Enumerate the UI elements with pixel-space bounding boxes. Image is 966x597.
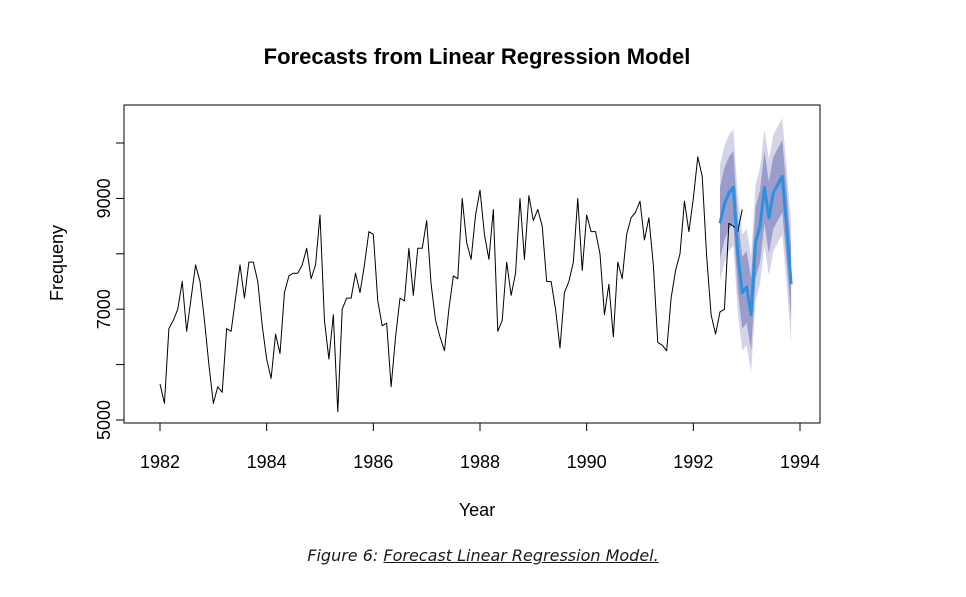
y-tick-label: 9000 <box>94 178 114 218</box>
x-tick-label: 1990 <box>567 452 607 472</box>
chart-title: Forecasts from Linear Regression Model <box>264 44 691 69</box>
caption-text: Forecast Linear Regression Model. <box>383 546 659 565</box>
x-tick-label: 1986 <box>353 452 393 472</box>
y-axis-label: Frequeny <box>47 225 67 301</box>
x-tick-label: 1982 <box>140 452 180 472</box>
caption-prefix: Figure 6: <box>307 546 384 565</box>
figure-caption: Figure 6: Forecast Linear Regression Mod… <box>0 546 966 565</box>
y-axis: 5000 7000 9000 <box>94 142 125 440</box>
x-axis: 1982 1984 1986 1988 1990 1992 1994 <box>140 422 820 472</box>
forecast-line <box>718 174 793 317</box>
y-tick-label: 5000 <box>94 400 114 440</box>
x-tick-label: 1988 <box>460 452 500 472</box>
x-tick-label: 1984 <box>247 452 287 472</box>
x-axis-label: Year <box>459 500 495 520</box>
plot-frame <box>123 104 821 424</box>
x-tick-label: 1994 <box>780 452 820 472</box>
y-tick-label: 7000 <box>94 289 114 329</box>
x-tick-label: 1992 <box>673 452 713 472</box>
data-lines <box>159 156 793 413</box>
history-line <box>159 156 743 413</box>
